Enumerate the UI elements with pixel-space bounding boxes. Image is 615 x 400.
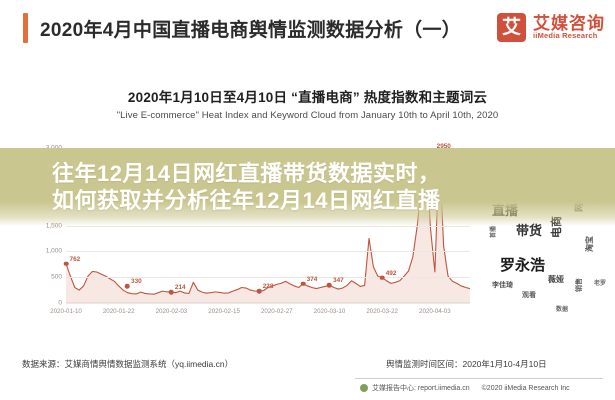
word-cloud-term: 淘宝	[585, 236, 594, 252]
chart-y-tick: 500	[51, 273, 62, 281]
chart-data-point	[379, 275, 385, 280]
chart-plot-area: 05001,0001,5002,0002,5003,0002020-01-102…	[46, 143, 470, 315]
chart-x-tick: 2020-03-10	[313, 308, 346, 315]
chart-x-tick: 2020-01-10	[50, 308, 82, 315]
chart-gridline	[66, 277, 470, 279]
word-cloud-term: 带货	[516, 223, 543, 238]
overlay-text-line-1: 往年12月14日网红直播带货数据实时，	[52, 160, 441, 186]
chart-data-label: 347	[333, 277, 344, 285]
chart-data-point	[256, 288, 262, 294]
chart-x-tick: 2020-04-03	[419, 308, 451, 315]
slide-header: 2020年4月中国直播电商舆情监测数据分析（一）	[0, 0, 615, 56]
chart-title-en: "Live E-commerce" Heat Index and Keyword…	[116, 110, 499, 121]
word-cloud-term: 首播	[491, 225, 497, 238]
chart-x-tick: 2020-03-22	[366, 308, 398, 315]
chart-x-tick: 2020-01-22	[102, 308, 135, 315]
footer-time-range: 舆情监测时间区间：2020年1月10-4月10日	[386, 359, 547, 369]
overlay-text-line-2: 如何获取并分析往年12月14日网红直播	[52, 188, 441, 213]
footer-report-center: 艾媒报告中心: report.iimedia.cn ©2020 iiMedia …	[360, 383, 570, 393]
word-cloud-term: 老罗	[594, 281, 607, 287]
chart-x-tick: 2020-02-15	[208, 308, 240, 315]
word-cloud-term: 数据	[556, 307, 569, 313]
chart-x-tick: 2020-02-03	[155, 308, 188, 315]
logo-text: 艾媒咨询 iiMedia Research	[533, 13, 605, 41]
chart-title-cn: 2020年1月10日至4月10日 “直播电商” 热度指数和主题词云	[127, 90, 488, 105]
chart-data-point	[327, 282, 332, 288]
chart-data-label: 330	[131, 278, 142, 286]
chart-data-point	[300, 281, 306, 286]
word-cloud-term: 销售	[576, 278, 583, 292]
brand-logo: 艾 艾媒咨询 iiMedia Research	[497, 13, 605, 42]
chart-data-point	[169, 289, 174, 295]
chart-gridline	[66, 303, 470, 304]
footer-divider	[355, 378, 603, 379]
footer-report-link: 艾媒报告中心: report.iimedia.cn	[372, 385, 470, 392]
chart-data-label: 2950	[436, 142, 451, 150]
chart-x-tick: 2020-02-27	[260, 308, 293, 315]
chart-y-tick: 0	[58, 299, 62, 307]
chart-data-label: 492	[385, 269, 397, 277]
chart-data-label: 374	[306, 275, 318, 283]
logo-mark-icon: 艾	[497, 13, 526, 42]
chart-data-point	[63, 261, 69, 266]
chart-data-label: 214	[174, 284, 186, 292]
logo-name-en: iiMedia Research	[533, 31, 598, 41]
title-accent-bar	[23, 13, 28, 43]
chart-y-tick: 1,000	[45, 247, 62, 255]
word-cloud-term: 罗永浩	[500, 257, 546, 274]
chart-data-label: 228	[262, 283, 274, 291]
word-cloud-term: 观看	[522, 292, 536, 299]
heat-index-chart: 05001,0001,5002,0002,5003,0002020-01-102…	[28, 140, 476, 325]
chart-data-label: 762	[69, 255, 81, 263]
page-title: 2020年4月中国直播电商舆情监测数据分析（一）	[40, 19, 462, 41]
chart-gridline	[66, 225, 470, 227]
footer-copyright: ©2020 iiMedia Research Inc	[481, 384, 570, 392]
chart-gridline	[66, 251, 470, 253]
word-cloud-term: 薇娅	[548, 275, 564, 284]
overlay-banner: 往年12月14日网红直播带货数据实时， 如何获取并分析往年12月14日网红直播	[0, 148, 615, 226]
chart-x-axis	[66, 302, 470, 303]
logo-name-cn: 艾媒咨询	[533, 13, 605, 33]
chart-data-point	[125, 283, 130, 289]
footer-data-source: 数据来源：艾媒商情舆情数据监测系统（yq.iimedia.cn）	[22, 359, 234, 369]
word-cloud-term: 李佳琦	[492, 282, 513, 289]
globe-icon	[360, 384, 368, 392]
